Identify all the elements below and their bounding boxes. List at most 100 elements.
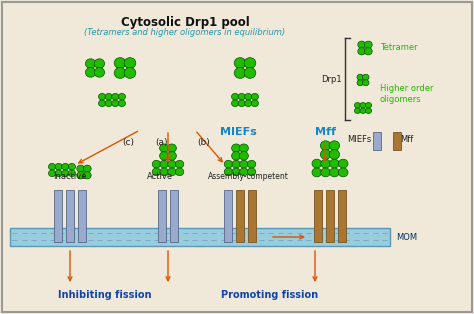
Ellipse shape — [232, 160, 240, 168]
Ellipse shape — [247, 160, 256, 168]
Ellipse shape — [83, 165, 91, 172]
Ellipse shape — [355, 102, 361, 108]
Ellipse shape — [357, 80, 364, 86]
Ellipse shape — [48, 170, 56, 176]
Ellipse shape — [329, 159, 339, 168]
Ellipse shape — [240, 160, 248, 168]
Bar — [314, 190, 322, 242]
Ellipse shape — [360, 102, 366, 108]
Ellipse shape — [363, 80, 369, 86]
Text: Assembly-competent: Assembly-competent — [208, 172, 289, 181]
Text: (b): (b) — [198, 138, 210, 148]
Ellipse shape — [363, 74, 369, 80]
Bar — [66, 190, 74, 242]
Bar — [158, 190, 166, 242]
Ellipse shape — [167, 152, 176, 160]
Ellipse shape — [112, 93, 119, 100]
Text: Promoting fission: Promoting fission — [221, 290, 319, 300]
Ellipse shape — [112, 100, 119, 106]
Ellipse shape — [85, 59, 96, 68]
Ellipse shape — [358, 41, 365, 48]
Ellipse shape — [160, 160, 168, 168]
Bar — [236, 190, 244, 242]
Ellipse shape — [238, 93, 246, 100]
Ellipse shape — [244, 68, 256, 78]
Ellipse shape — [355, 108, 361, 113]
Ellipse shape — [357, 74, 364, 80]
Ellipse shape — [68, 163, 75, 170]
Ellipse shape — [99, 93, 106, 100]
Ellipse shape — [329, 149, 339, 159]
Text: (Tetramers and higher oligomers in equilibrium): (Tetramers and higher oligomers in equil… — [84, 28, 285, 37]
Bar — [78, 190, 86, 242]
Ellipse shape — [251, 93, 258, 100]
Ellipse shape — [245, 93, 252, 100]
Bar — [170, 190, 178, 242]
Text: Mff: Mff — [400, 136, 413, 144]
Ellipse shape — [48, 163, 56, 170]
Ellipse shape — [232, 168, 240, 176]
Bar — [338, 190, 346, 242]
Ellipse shape — [175, 160, 184, 168]
Bar — [54, 190, 62, 242]
Ellipse shape — [338, 159, 348, 168]
Ellipse shape — [320, 149, 331, 159]
Ellipse shape — [240, 168, 248, 176]
Ellipse shape — [234, 58, 246, 68]
Ellipse shape — [160, 152, 169, 160]
Ellipse shape — [312, 159, 321, 168]
Bar — [326, 190, 334, 242]
Ellipse shape — [365, 102, 372, 108]
Text: Drp1: Drp1 — [321, 74, 342, 84]
Ellipse shape — [320, 141, 331, 150]
Ellipse shape — [167, 144, 176, 152]
Ellipse shape — [168, 160, 176, 168]
Text: Cytosolic Drp1 pool: Cytosolic Drp1 pool — [120, 16, 249, 29]
Ellipse shape — [231, 93, 239, 100]
Ellipse shape — [232, 152, 241, 160]
Ellipse shape — [77, 172, 84, 179]
Text: MIEFs: MIEFs — [347, 136, 371, 144]
Ellipse shape — [118, 93, 126, 100]
Ellipse shape — [239, 152, 248, 160]
Ellipse shape — [244, 58, 256, 68]
Bar — [224, 190, 232, 242]
Text: Inhibiting fission: Inhibiting fission — [58, 290, 152, 300]
Ellipse shape — [99, 100, 106, 106]
Ellipse shape — [358, 48, 365, 55]
Ellipse shape — [329, 141, 339, 150]
Ellipse shape — [224, 160, 233, 168]
Ellipse shape — [321, 168, 330, 177]
Ellipse shape — [77, 165, 84, 172]
Ellipse shape — [114, 68, 126, 78]
Text: Active: Active — [147, 172, 173, 181]
Ellipse shape — [234, 68, 246, 78]
Text: Tetramer: Tetramer — [380, 44, 418, 52]
Ellipse shape — [152, 160, 161, 168]
Bar — [10, 228, 390, 246]
Ellipse shape — [105, 93, 112, 100]
Ellipse shape — [321, 159, 330, 168]
Ellipse shape — [94, 68, 105, 77]
Ellipse shape — [118, 100, 126, 106]
Bar — [393, 132, 401, 150]
Text: Inactive: Inactive — [53, 172, 87, 181]
Text: MOM: MOM — [396, 232, 417, 241]
Ellipse shape — [365, 48, 372, 55]
Ellipse shape — [94, 59, 105, 68]
Ellipse shape — [168, 168, 176, 176]
Ellipse shape — [160, 144, 169, 152]
Ellipse shape — [239, 144, 248, 152]
Ellipse shape — [105, 100, 112, 106]
Ellipse shape — [365, 108, 372, 113]
Ellipse shape — [124, 58, 136, 68]
Ellipse shape — [85, 68, 96, 77]
Text: Higher order
oligomers: Higher order oligomers — [380, 84, 434, 104]
Text: MIEFs: MIEFs — [220, 127, 257, 137]
Text: (c): (c) — [122, 138, 134, 148]
Ellipse shape — [312, 168, 321, 177]
Ellipse shape — [338, 168, 348, 177]
Ellipse shape — [247, 168, 256, 176]
Ellipse shape — [329, 168, 339, 177]
Ellipse shape — [114, 58, 126, 68]
